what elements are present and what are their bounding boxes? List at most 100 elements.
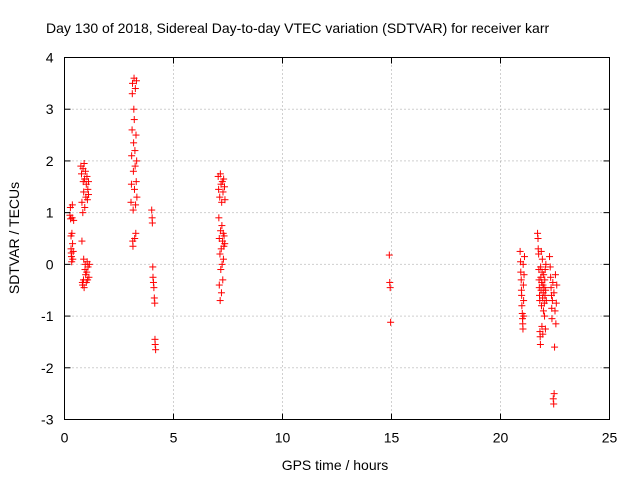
data-point: [552, 320, 560, 328]
data-point: [69, 255, 77, 263]
data-point: [386, 284, 394, 292]
data-point: [80, 188, 88, 196]
data-point: [84, 178, 92, 186]
data-point: [133, 193, 141, 201]
data-point: [79, 209, 87, 217]
data-point: [68, 229, 76, 237]
data-point: [219, 276, 227, 284]
data-point: [519, 260, 527, 268]
data-points: [66, 74, 561, 408]
data-point: [150, 284, 158, 292]
data-point: [217, 266, 225, 274]
data-point: [215, 281, 223, 289]
data-point: [548, 297, 556, 305]
x-axis-label: GPS time / hours: [282, 457, 389, 473]
data-point: [517, 276, 525, 284]
data-point: [131, 147, 139, 155]
data-point: [128, 152, 136, 160]
data-point: [537, 263, 545, 271]
data-point: [520, 271, 528, 279]
data-point: [217, 289, 225, 297]
data-point: [128, 126, 136, 134]
data-point: [519, 325, 527, 333]
data-point: [541, 291, 549, 299]
data-point: [385, 251, 393, 259]
data-point: [78, 237, 86, 245]
data-point: [387, 318, 395, 326]
data-point: [69, 240, 77, 248]
data-point: [151, 299, 159, 307]
data-point: [215, 214, 223, 222]
data-point: [84, 185, 92, 193]
data-point: [547, 284, 555, 292]
data-point: [149, 263, 157, 271]
y-tick-label: 0: [46, 256, 54, 272]
data-point: [216, 250, 224, 258]
data-point: [68, 201, 76, 209]
data-point: [218, 222, 226, 230]
data-point: [220, 232, 228, 240]
data-point: [219, 255, 227, 263]
data-point: [537, 247, 545, 255]
y-tick-label: -3: [41, 412, 54, 428]
data-point: [218, 260, 226, 268]
y-tick-label: 2: [46, 153, 54, 169]
data-point: [221, 240, 229, 248]
data-point: [131, 162, 139, 170]
data-point: [542, 286, 550, 294]
x-tick-label: 20: [493, 430, 509, 446]
data-point: [551, 271, 559, 279]
data-point: [70, 216, 78, 224]
data-point: [220, 175, 228, 183]
data-point: [128, 90, 136, 98]
data-point: [84, 191, 92, 199]
data-point: [131, 85, 139, 93]
data-point: [78, 198, 86, 206]
data-point: [520, 253, 528, 261]
data-point: [83, 196, 91, 204]
data-point: [69, 247, 77, 255]
data-point: [219, 188, 227, 196]
data-point: [221, 196, 229, 204]
data-point: [541, 266, 549, 274]
data-point: [81, 203, 89, 211]
data-point: [130, 105, 138, 113]
data-point: [542, 297, 550, 305]
data-point: [83, 172, 91, 180]
data-point: [80, 284, 88, 292]
data-point: [127, 198, 135, 206]
y-tick-label: -1: [41, 308, 54, 324]
data-point: [148, 206, 156, 214]
x-tick-label: 10: [275, 430, 291, 446]
data-point: [538, 255, 546, 263]
data-point: [132, 77, 140, 85]
data-point: [85, 273, 93, 281]
data-point: [540, 271, 548, 279]
data-point: [129, 242, 137, 250]
data-point: [541, 276, 549, 284]
data-point: [536, 341, 544, 349]
x-tick-label: 25: [602, 430, 618, 446]
data-point: [539, 307, 547, 315]
data-point: [216, 297, 224, 305]
x-tick-label: 0: [61, 430, 69, 446]
y-tick-label: 4: [46, 50, 54, 66]
data-point: [133, 157, 141, 165]
data-point: [129, 167, 137, 175]
data-point: [83, 268, 91, 276]
data-point: [553, 281, 561, 289]
data-point: [549, 278, 557, 286]
data-point: [534, 235, 542, 242]
data-point: [546, 263, 554, 271]
data-point: [539, 330, 547, 338]
data-point: [519, 281, 527, 289]
data-point: [216, 193, 224, 201]
data-point: [546, 253, 554, 261]
data-point: [127, 180, 135, 188]
data-point: [152, 346, 160, 354]
data-point: [548, 315, 556, 323]
data-point: [547, 273, 555, 281]
data-point: [131, 235, 139, 242]
data-point: [130, 185, 138, 193]
